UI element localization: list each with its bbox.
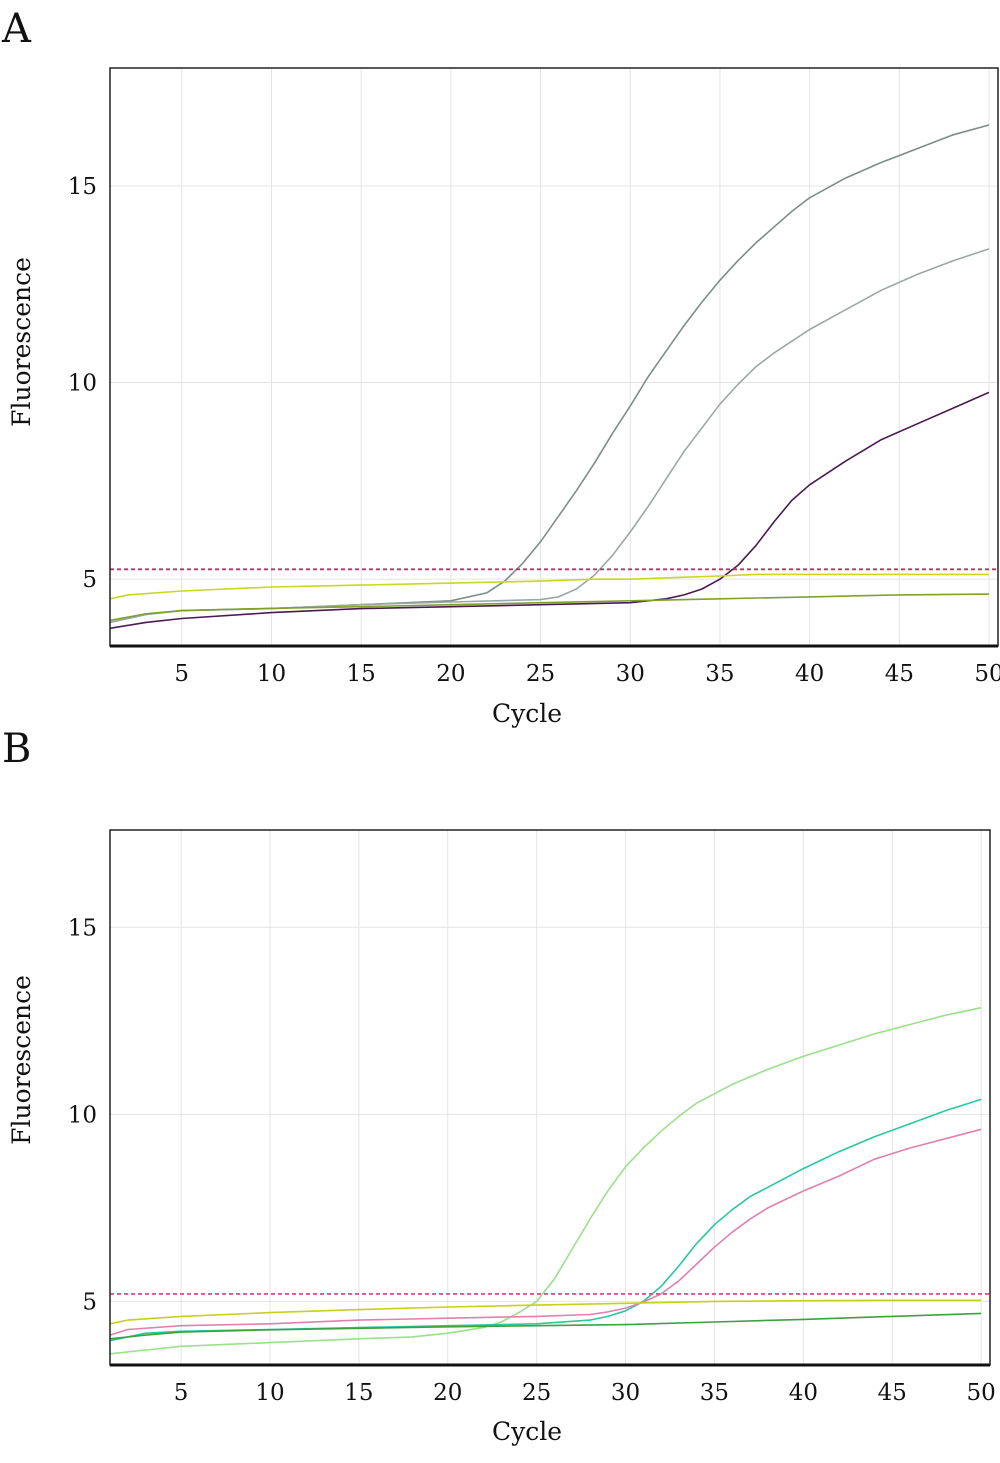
x-tick-label: 45 [885, 661, 914, 687]
x-axis-title: Cycle [492, 1417, 562, 1446]
x-tick-label: 50 [974, 661, 1000, 687]
y-tick-label: 10 [68, 1102, 97, 1128]
series-line-3 [109, 1128, 982, 1336]
chart-panel-B: B 5 10 15 20 25 30 35 40 45 50 5 10 15 Cycle Fluorescen… [2, 726, 996, 1446]
x-tick-label: 10 [255, 1380, 284, 1406]
chart-panel-A: A 5 10 15 20 25 30 35 40 45 50 5 10 15 Cycle Fluorescen… [1, 6, 1000, 728]
series-line-3 [109, 391, 990, 630]
x-axis-title: Cycle [492, 699, 562, 728]
x-tick-label: 15 [344, 1380, 373, 1406]
x-tick-label: 45 [878, 1380, 907, 1406]
series-line-1 [109, 124, 990, 624]
x-tick-label: 5 [174, 661, 189, 687]
x-tick-label: 50 [966, 1380, 995, 1406]
y-axis-title: Fluorescence [7, 975, 36, 1145]
x-tick-label: 20 [433, 1380, 462, 1406]
series-line-5 [109, 593, 990, 622]
x-tick-label: 25 [522, 1380, 551, 1406]
x-tick-label: 25 [526, 661, 555, 687]
y-tick-label: 15 [68, 915, 97, 941]
series-line-4 [109, 573, 989, 600]
x-tick-label: 10 [257, 661, 286, 687]
y-tick-label: 15 [68, 174, 97, 200]
x-tick-label: 35 [700, 1380, 729, 1406]
panel-label: B [2, 726, 31, 772]
x-tick-label: 40 [789, 1380, 818, 1406]
y-axis-title: Fluorescence [7, 257, 36, 427]
x-tick-label: 30 [611, 1380, 640, 1406]
series-line-4 [109, 1299, 982, 1325]
x-tick-label: 35 [705, 661, 734, 687]
x-tick-label: 30 [616, 661, 645, 687]
series-line-5 [109, 1312, 982, 1340]
y-tick-label: 5 [82, 567, 97, 593]
series-line-1 [109, 1006, 982, 1355]
series-line-2 [109, 248, 990, 624]
y-tick-label: 5 [82, 1289, 97, 1315]
y-tick-label: 10 [68, 371, 97, 397]
x-tick-label: 15 [347, 661, 376, 687]
panel-label: A [1, 6, 32, 52]
x-tick-label: 40 [795, 661, 824, 687]
x-tick-label: 20 [436, 661, 465, 687]
x-tick-label: 5 [174, 1380, 189, 1406]
